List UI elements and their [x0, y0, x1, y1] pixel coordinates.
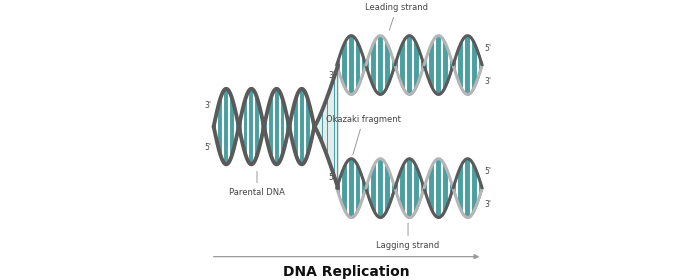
Text: 3': 3' [204, 101, 211, 110]
Text: 3': 3' [484, 77, 491, 86]
Text: 5': 5' [204, 143, 211, 152]
Text: 3': 3' [484, 200, 491, 209]
Text: Parental DNA: Parental DNA [229, 171, 285, 197]
Text: 5': 5' [484, 44, 491, 53]
Text: DNA Replication: DNA Replication [283, 265, 410, 279]
Text: Leading strand: Leading strand [365, 3, 428, 30]
Text: 3': 3' [328, 71, 335, 80]
Text: 5': 5' [484, 167, 491, 176]
Text: 5': 5' [328, 173, 335, 182]
Text: Okazaki fragment: Okazaki fragment [326, 115, 401, 155]
Text: Lagging strand: Lagging strand [376, 223, 439, 250]
